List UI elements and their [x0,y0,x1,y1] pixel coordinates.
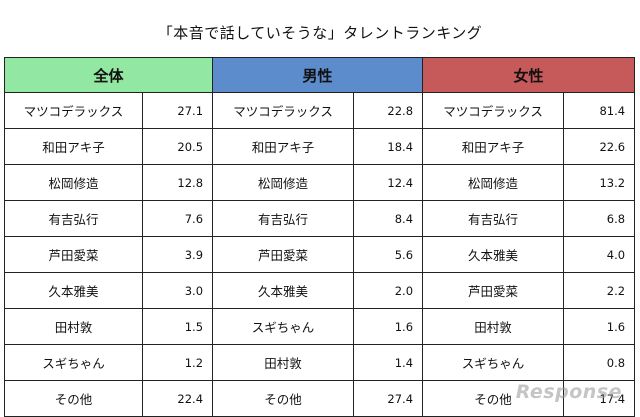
header-all: 全体 [3,57,214,93]
percentage-cell: 22.6 [563,128,636,165]
percentage-cell: 3.9 [141,236,214,273]
talent-name-cell: 松岡修造 [4,164,143,201]
talent-name-cell: 芦田愛菜 [212,236,355,273]
talent-name-cell: スギちゃん [212,308,355,345]
talent-name-cell: 田村敦 [4,308,143,345]
percentage-cell: 22.4 [141,380,214,417]
talent-name-cell: 田村敦 [212,344,355,381]
talent-name-cell: 和田アキ子 [422,128,565,165]
talent-name-cell: 久本雅美 [422,236,565,273]
talent-name-cell: 松岡修造 [422,164,565,201]
talent-name-cell: 久本雅美 [4,272,143,309]
table-row: 田村敦 1.5 スギちゃん 1.6 田村敦 1.6 [4,308,636,345]
header-male: 男性 [212,57,424,93]
header-row: 全体 男性 女性 [3,57,636,93]
percentage-cell: 7.6 [141,200,214,237]
table-row: 有吉弘行 7.6 有吉弘行 8.4 有吉弘行 6.8 [4,200,636,237]
percentage-cell: 13.2 [563,164,636,201]
percentage-cell: 0.8 [563,344,636,381]
percentage-cell: 1.6 [353,308,424,345]
talent-name-cell: マツコデラックス [422,92,565,129]
talent-name-cell: スギちゃん [422,344,565,381]
percentage-cell: 4.0 [563,236,636,273]
percentage-cell: 27.1 [141,92,214,129]
percentage-cell: 81.4 [563,92,636,129]
talent-name-cell: 久本雅美 [212,272,355,309]
percentage-cell: 2.2 [563,272,636,309]
talent-name-cell: 有吉弘行 [212,200,355,237]
percentage-cell: 22.8 [353,92,424,129]
talent-name-cell: マツコデラックス [212,92,355,129]
talent-name-cell: スギちゃん [4,344,143,381]
talent-name-cell: 有吉弘行 [422,200,565,237]
table-row: 松岡修造 12.8 松岡修造 12.4 松岡修造 13.2 [4,164,636,201]
talent-name-cell: 田村敦 [422,308,565,345]
talent-name-cell: 松岡修造 [212,164,355,201]
percentage-cell: 5.6 [353,236,424,273]
percentage-cell: 12.4 [353,164,424,201]
percentage-cell: 20.5 [141,128,214,165]
percentage-cell: 2.0 [353,272,424,309]
percentage-cell: 18.4 [353,128,424,165]
header-female: 女性 [422,57,636,93]
table-row: マツコデラックス 27.1 マツコデラックス 22.8 マツコデラックス 81.4 [4,92,636,129]
percentage-cell: 1.5 [141,308,214,345]
page-title: 「本音で話していそうな」タレントランキング [157,24,483,42]
percentage-cell: 27.4 [353,380,424,417]
percentage-cell: 3.0 [141,272,214,309]
ranking-table: 全体 男性 女性 マツコデラックス 27.1 マツコデラックス 22.8 マツコデラック… [3,57,636,417]
percentage-cell: 1.2 [141,344,214,381]
talent-name-cell: 芦田愛菜 [4,236,143,273]
table-row: 和田アキ子 20.5 和田アキ子 18.4 和田アキ子 22.6 [4,128,636,165]
talent-name-cell: 有吉弘行 [4,200,143,237]
percentage-cell: 8.4 [353,200,424,237]
table-row: 芦田愛菜 3.9 芦田愛菜 5.6 久本雅美 4.0 [4,236,636,273]
table-row: 久本雅美 3.0 久本雅美 2.0 芦田愛菜 2.2 [4,272,636,309]
watermark-logo: Response [515,381,622,403]
talent-name-cell: 和田アキ子 [212,128,355,165]
percentage-cell: 6.8 [563,200,636,237]
percentage-cell: 1.6 [563,308,636,345]
talent-name-cell: その他 [212,380,355,417]
talent-name-cell: マツコデラックス [4,92,143,129]
table-row: スギちゃん 1.2 田村敦 1.4 スギちゃん 0.8 [4,344,636,381]
percentage-cell: 12.8 [141,164,214,201]
talent-name-cell: 和田アキ子 [4,128,143,165]
talent-name-cell: 芦田愛菜 [422,272,565,309]
talent-name-cell: その他 [4,380,143,417]
percentage-cell: 1.4 [353,344,424,381]
